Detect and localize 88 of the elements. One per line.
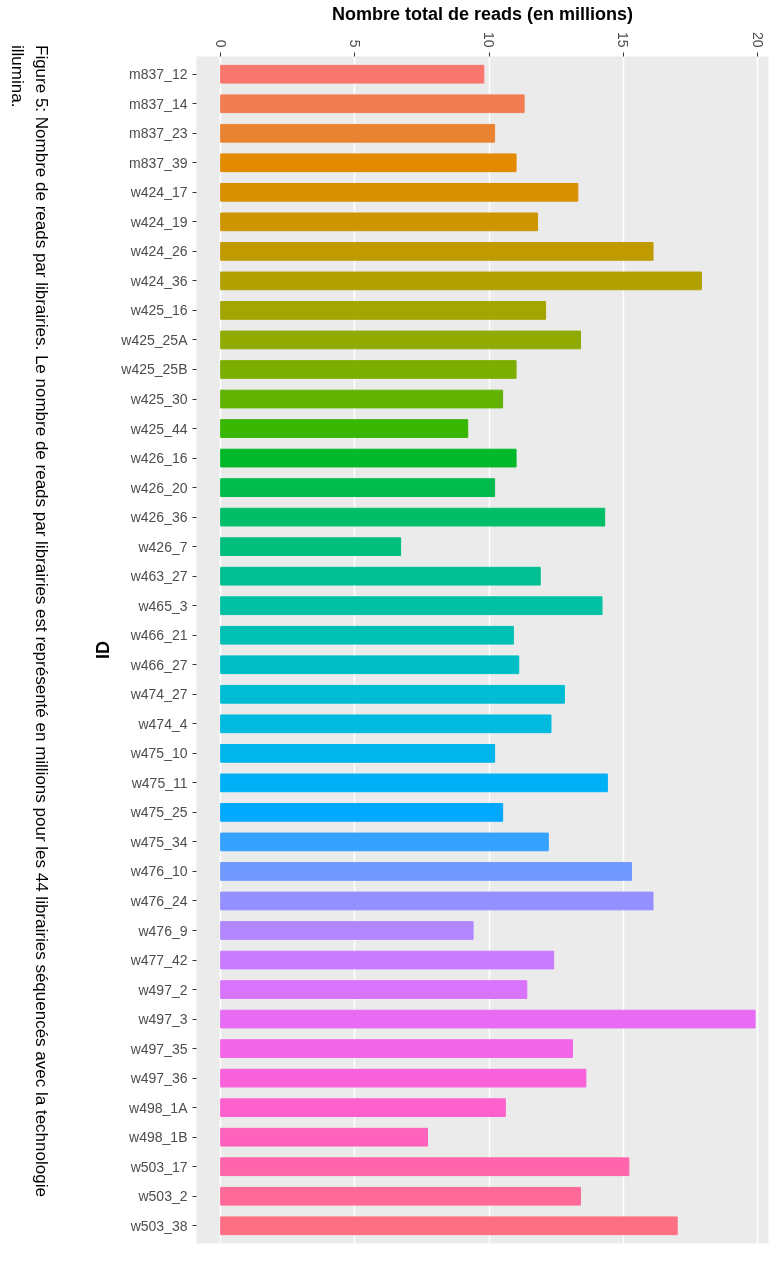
y-tick-label: w425_25B <box>120 361 188 378</box>
y-tick-label: w498_1A <box>128 1099 189 1116</box>
bar <box>220 1186 582 1206</box>
bar <box>220 64 485 84</box>
bar <box>220 507 606 527</box>
bar <box>220 566 541 586</box>
y-tick-label: w503_2 <box>137 1188 188 1205</box>
bar <box>220 1009 756 1029</box>
bar <box>220 1216 678 1236</box>
caption: Figure 5: Nombre de reads par librairies. Le nombre de reads par librairies est représenté en millions pour les 44 librairies séquencés avec la technologie illumina. <box>7 44 52 1199</box>
bar <box>220 980 528 999</box>
bar <box>220 153 517 173</box>
bar <box>220 537 402 557</box>
bar <box>220 478 496 497</box>
y-tick-label: w463_27 <box>129 568 188 585</box>
y-tick-label: w476_24 <box>129 892 188 909</box>
y-tick-label: w476_9 <box>137 922 188 939</box>
bar <box>220 832 549 852</box>
bar <box>220 448 517 468</box>
y-tick-label: m837_12 <box>129 66 188 83</box>
y-tick-label: w426_36 <box>129 509 188 526</box>
bar <box>220 301 547 320</box>
bar <box>220 714 552 734</box>
x-tick-label: 0 <box>212 39 229 48</box>
bar <box>220 596 603 616</box>
bar <box>220 743 496 763</box>
y-tick-label: w503_17 <box>129 1158 188 1175</box>
y-tick-label: w475_25 <box>129 804 188 821</box>
y-tick-label: w474_27 <box>129 686 188 703</box>
bar <box>220 950 555 970</box>
bar <box>220 123 496 143</box>
y-tick-label: w426_16 <box>129 450 188 467</box>
y-tick-label: w497_3 <box>137 1011 188 1028</box>
bar <box>220 242 654 261</box>
bar <box>220 891 654 911</box>
y-tick-label: w474_4 <box>137 715 188 732</box>
y-tick-label: w476_10 <box>129 863 188 880</box>
bar <box>220 94 525 114</box>
y-tick-label: w424_26 <box>129 243 188 260</box>
bar <box>220 655 520 675</box>
y-tick-label: w466_21 <box>129 627 188 644</box>
bar <box>220 1098 506 1118</box>
bar <box>220 271 702 291</box>
bar <box>220 625 514 645</box>
y-tick-label: m837_39 <box>129 154 188 171</box>
y-tick-label: w424_19 <box>129 213 188 230</box>
y-tick-label: w475_34 <box>129 833 188 850</box>
bar <box>220 803 504 822</box>
bar <box>220 212 539 232</box>
y-tick-label: w475_10 <box>129 745 188 762</box>
x-tick-label: 20 <box>749 31 766 48</box>
y-tick-label: w426_20 <box>129 479 188 496</box>
bar <box>220 1157 630 1177</box>
y-tick-label: w475_11 <box>130 774 188 791</box>
bar <box>220 182 579 202</box>
x-tick-label: 10 <box>481 31 498 48</box>
bar <box>220 419 469 438</box>
bar <box>220 1068 587 1088</box>
y-tick-label: w425_44 <box>129 420 188 437</box>
bar <box>220 1127 428 1147</box>
bar <box>220 389 504 409</box>
x-tick-label: 15 <box>615 31 632 48</box>
y-tick-label: w497_36 <box>129 1070 188 1087</box>
y-tick-label: w426_7 <box>137 538 188 555</box>
x-tick-label: 5 <box>346 39 363 48</box>
y-axis-title: ID <box>93 641 114 659</box>
y-tick-label: w466_27 <box>129 656 188 673</box>
y-tick-label: w424_36 <box>129 272 188 289</box>
bar <box>220 360 517 379</box>
y-tick-label: w425_30 <box>129 391 188 408</box>
y-tick-label: w425_25A <box>120 331 189 348</box>
bar <box>220 330 582 350</box>
y-tick-label: m837_14 <box>129 95 188 112</box>
y-tick-label: w498_1B <box>128 1129 188 1146</box>
y-tick-label: w503_38 <box>129 1217 188 1234</box>
y-tick-label: w477_42 <box>129 952 188 969</box>
y-tick-label: w424_17 <box>129 184 188 201</box>
bar <box>220 862 633 881</box>
bar <box>220 773 608 793</box>
x-axis-title: Nombre total de reads (en millions) <box>331 3 634 24</box>
bar <box>220 1039 573 1058</box>
y-tick-label: w497_2 <box>137 981 188 998</box>
y-tick-label: w425_16 <box>129 302 188 319</box>
y-tick-label: w497_35 <box>129 1040 188 1057</box>
y-tick-label: m837_23 <box>129 125 188 142</box>
y-tick-label: w465_3 <box>137 597 188 614</box>
bar <box>220 921 474 940</box>
bar <box>220 684 565 704</box>
